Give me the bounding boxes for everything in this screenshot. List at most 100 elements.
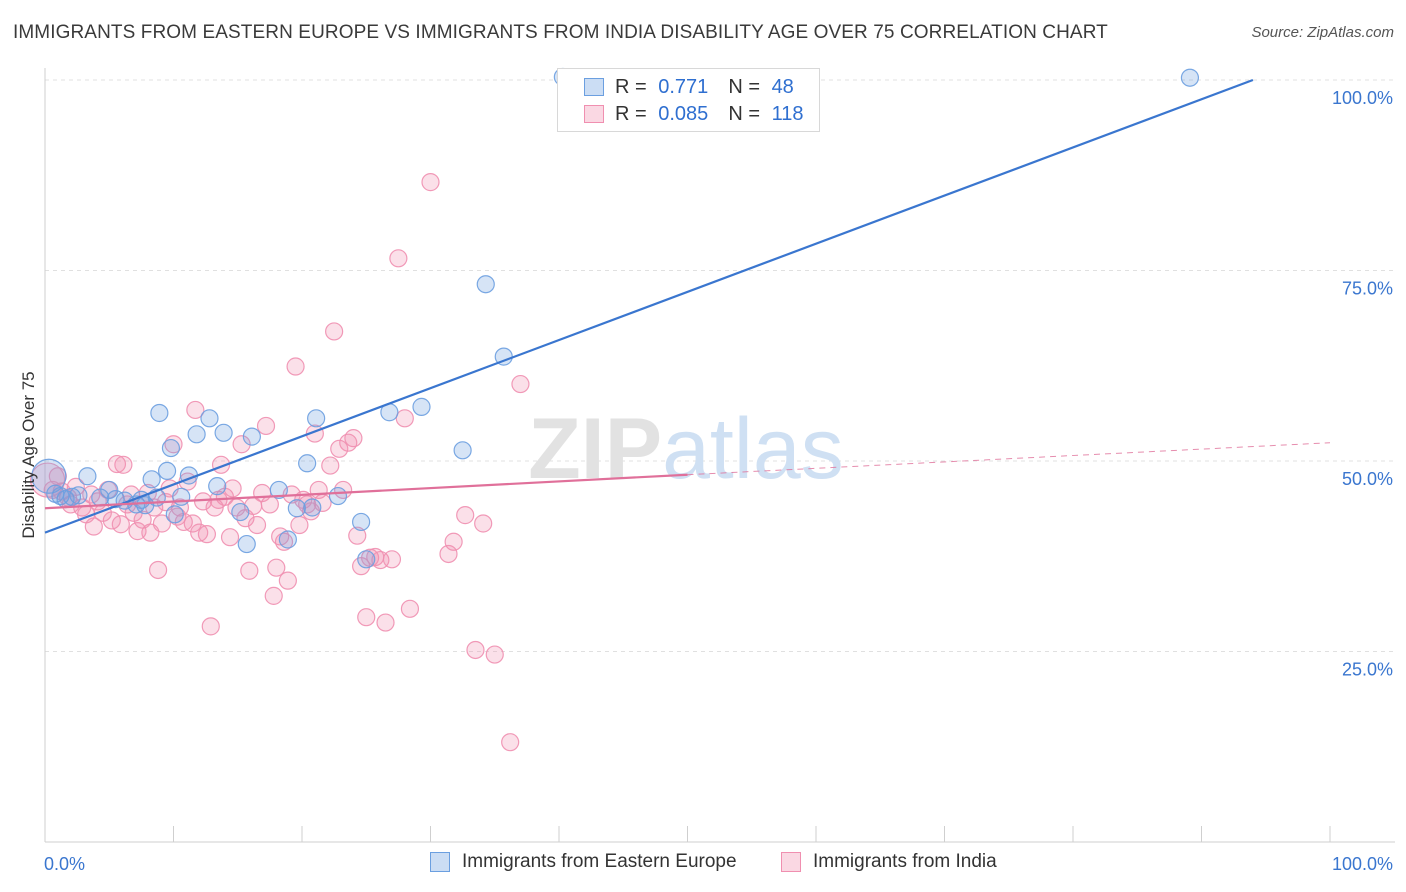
point-eastern-europe <box>157 461 177 481</box>
bottom-legend-swatch-pink <box>781 852 801 872</box>
point-india <box>201 617 220 636</box>
legend-n-label: N = <box>728 75 760 98</box>
point-india <box>183 514 202 533</box>
bottom-legend-eastern-europe: Immigrants from Eastern Europe <box>430 851 737 873</box>
x-tick-label: 0.0% <box>44 854 85 874</box>
point-india <box>330 439 349 458</box>
point-india <box>197 525 217 544</box>
y-axis-title: Disability Age Over 75 <box>19 371 38 539</box>
source-credit: Source: ZipAtlas.com <box>1251 24 1394 41</box>
point-eastern-europe <box>161 438 181 458</box>
point-india <box>240 561 259 580</box>
y-tick-label: 25.0% <box>1342 660 1393 680</box>
y-tick-label: 50.0% <box>1342 469 1393 489</box>
legend-n-label: N = <box>728 102 760 125</box>
point-india <box>256 416 276 436</box>
y-tick-label: 75.0% <box>1342 279 1393 299</box>
point-eastern-europe <box>453 441 472 460</box>
legend-r-value: 0.085 <box>658 102 709 125</box>
legend-n-value: 48 <box>771 75 794 98</box>
point-india <box>264 586 283 605</box>
axes <box>44 68 1395 843</box>
trend-line-india-extension <box>687 442 1331 476</box>
watermark: ZIPatlas <box>528 401 843 497</box>
point-eastern-europe <box>303 498 322 517</box>
bottom-legend-label-blue: Immigrants from Eastern Europe <box>462 851 737 872</box>
chart-title: IMMIGRANTS FROM EASTERN EUROPE VS IMMIGR… <box>13 22 1108 43</box>
point-eastern-europe <box>237 534 256 554</box>
point-eastern-europe <box>352 512 371 532</box>
point-india <box>220 528 240 547</box>
legend-n-value: 118 <box>771 102 804 125</box>
bottom-legend-label-pink: Immigrants from India <box>813 851 997 872</box>
point-eastern-europe <box>1180 68 1200 87</box>
point-eastern-europe <box>298 454 317 473</box>
point-eastern-europe <box>307 409 326 428</box>
point-india <box>444 532 463 551</box>
point-india <box>456 506 475 525</box>
point-india <box>395 409 414 428</box>
point-eastern-europe <box>242 427 261 446</box>
point-india <box>267 558 286 577</box>
point-india <box>114 455 133 474</box>
point-india <box>190 523 209 542</box>
point-india <box>290 515 309 535</box>
point-india <box>321 456 340 475</box>
point-india <box>344 429 363 448</box>
point-eastern-europe <box>287 499 306 518</box>
point-india <box>152 514 172 533</box>
data-points <box>29 67 1200 752</box>
trend-line-eastern-europe <box>44 78 1254 534</box>
point-india <box>466 640 485 660</box>
point-eastern-europe <box>172 487 191 506</box>
legend-swatch-pink <box>584 105 604 123</box>
point-eastern-europe <box>150 403 169 423</box>
point-india <box>84 517 103 536</box>
point-india <box>186 400 205 420</box>
point-eastern-europe <box>231 502 250 522</box>
point-india <box>474 514 493 533</box>
point-eastern-europe <box>31 458 67 494</box>
point-india <box>148 560 168 580</box>
point-eastern-europe <box>200 409 219 428</box>
point-india <box>107 454 127 474</box>
trend-lines <box>44 78 1331 534</box>
point-eastern-europe <box>328 486 348 506</box>
trend-line-india <box>44 473 688 510</box>
point-india <box>286 357 305 376</box>
point-india <box>348 526 367 545</box>
point-eastern-europe <box>476 275 495 294</box>
point-india <box>325 322 344 341</box>
bottom-legend-india: Immigrants from India <box>781 851 997 873</box>
point-india <box>111 515 130 534</box>
point-india <box>247 515 267 535</box>
point-india <box>278 571 297 590</box>
point-india <box>357 608 376 627</box>
point-india <box>389 249 408 268</box>
point-india <box>421 173 440 192</box>
tick-labels: 25.0% 50.0% 75.0% 100.0% 0.0% 100.0% <box>44 88 1393 874</box>
point-india <box>232 435 251 454</box>
point-eastern-europe <box>187 425 206 444</box>
legend-swatch-blue <box>584 78 604 96</box>
point-india <box>376 613 395 632</box>
point-india <box>400 599 420 618</box>
point-eastern-europe <box>165 505 184 524</box>
point-eastern-europe <box>278 530 297 549</box>
point-eastern-europe <box>208 477 227 496</box>
point-eastern-europe <box>412 397 431 416</box>
point-india <box>501 733 520 752</box>
legend-r-value: 0.771 <box>658 75 709 98</box>
legend-row-india: R = 0.085 N = 118 <box>558 101 803 127</box>
point-eastern-europe <box>142 470 161 489</box>
point-eastern-europe <box>69 486 88 505</box>
point-india <box>511 374 530 394</box>
legend-r-label: R = <box>615 75 647 98</box>
point-eastern-europe <box>214 423 233 442</box>
correlation-legend: R = 0.771 N = 48 R = 0.085 N = 118 <box>557 68 820 132</box>
point-india <box>223 479 242 498</box>
bottom-legend-swatch-blue <box>430 852 450 872</box>
point-eastern-europe <box>62 487 82 506</box>
legend-r-label: R = <box>615 102 647 125</box>
